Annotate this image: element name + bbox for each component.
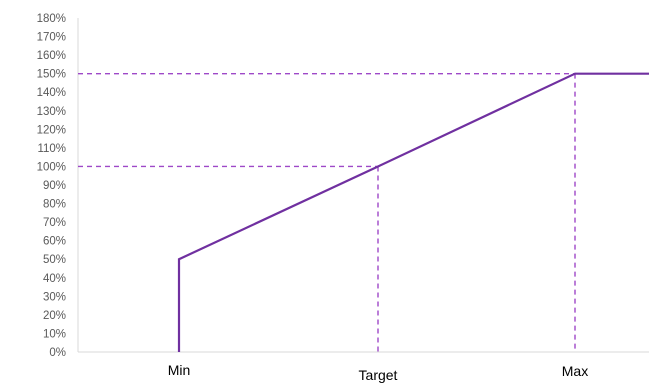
payout-series-line	[177, 72, 649, 352]
y-tick-label: 180%	[37, 13, 66, 25]
y-tick-label: 50%	[43, 254, 66, 266]
y-tick-label: 40%	[43, 273, 66, 285]
y-tick-label: 170%	[37, 32, 66, 44]
y-tick-label: 110%	[37, 143, 66, 155]
x-axis-category-labels: Min Target Max	[168, 362, 589, 383]
x-category-label: Min	[168, 362, 191, 378]
x-category-label: Max	[562, 363, 588, 379]
y-tick-label: 90%	[43, 180, 66, 192]
y-tick-label: 100%	[37, 161, 66, 173]
y-tick-label: 70%	[43, 217, 66, 229]
y-tick-label: 60%	[43, 236, 66, 248]
y-tick-label: 140%	[37, 87, 66, 99]
y-tick-label: 10%	[43, 328, 66, 340]
y-tick-label: 20%	[43, 310, 66, 322]
y-tick-label: 80%	[43, 199, 66, 211]
y-axis-tick-labels: 0% 10% 20% 30% 40% 50% 60% 70% 80% 90% 100% 110% 120…	[37, 13, 66, 359]
y-tick-label: 120%	[37, 124, 66, 136]
y-tick-label: 130%	[37, 106, 66, 118]
y-tick-label: 30%	[43, 291, 66, 303]
reference-lines	[78, 72, 576, 352]
y-tick-label: 0%	[49, 347, 66, 359]
y-tick-label: 150%	[37, 69, 66, 81]
x-category-label: Target	[359, 367, 398, 383]
y-tick-label: 160%	[37, 50, 66, 62]
